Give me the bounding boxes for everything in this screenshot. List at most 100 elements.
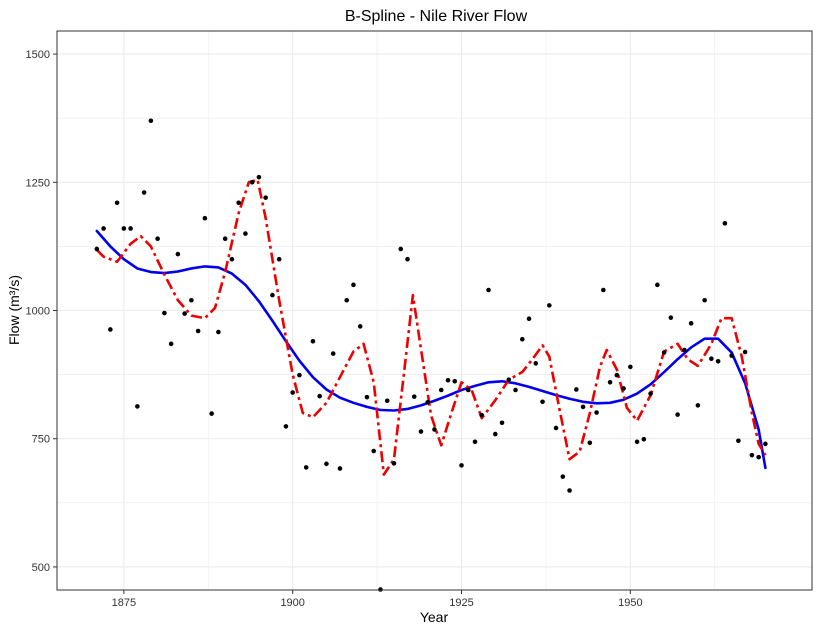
data-point-92 (715, 358, 721, 364)
x-tick-label-1: 1900 (280, 597, 304, 609)
data-point-15 (195, 328, 201, 334)
x-tick-label-2: 1925 (449, 597, 473, 609)
data-point-29 (290, 390, 295, 395)
data-point-77 (614, 372, 620, 378)
data-point-44 (391, 461, 397, 466)
data-point-68 (553, 425, 559, 431)
data-point-21 (236, 200, 241, 206)
data-point-56 (472, 439, 478, 445)
minor-grid (57, 31, 812, 590)
data-point-5 (128, 226, 133, 231)
blue-solid-spline (95, 229, 767, 470)
data-point-39 (357, 324, 363, 329)
data-point-12 (175, 251, 181, 257)
data-point-52 (445, 377, 451, 383)
data-point-90 (702, 297, 707, 303)
red-dashed-spline (95, 178, 767, 476)
data-point-0 (94, 246, 100, 252)
data-point-72 (580, 404, 586, 410)
data-point-48 (418, 429, 424, 434)
data-point-76 (607, 380, 613, 385)
chart-title: B-Spline - Nile River Flow (345, 8, 528, 25)
data-point-40 (364, 394, 370, 400)
data-point-86 (675, 412, 680, 417)
data-point-69 (560, 474, 566, 479)
x-axis: 1875 1900 1925 1950 (112, 590, 643, 609)
data-point-65 (533, 361, 539, 366)
data-point-50 (432, 427, 437, 432)
data-point-61 (506, 377, 512, 383)
data-point-75 (601, 287, 606, 293)
data-point-31 (303, 465, 309, 470)
data-point-88 (688, 321, 694, 326)
data-point-67 (547, 303, 552, 308)
data-point-62 (513, 387, 518, 393)
data-point-85 (668, 315, 674, 320)
data-point-8 (148, 118, 154, 124)
data-point-93 (722, 221, 728, 226)
data-point-84 (661, 350, 667, 355)
y-tick-label-1: 750 (32, 434, 50, 446)
data-point-34 (324, 461, 329, 467)
data-point-55 (465, 387, 471, 393)
data-point-70 (567, 488, 572, 493)
data-point-91 (709, 356, 714, 362)
data-point-53 (452, 378, 458, 384)
data-point-16 (202, 215, 208, 221)
data-point-20 (229, 256, 235, 262)
data-point-41 (371, 448, 377, 454)
data-point-28 (283, 424, 289, 429)
data-point-42 (378, 587, 383, 592)
data-point-47 (411, 394, 417, 399)
data-point-38 (351, 282, 356, 288)
data-point-2 (108, 327, 113, 332)
data-point-13 (182, 311, 187, 316)
data-point-74 (594, 410, 599, 415)
data-point-58 (486, 287, 491, 293)
data-point-81 (641, 436, 647, 442)
y-axis-title: Flow (m³/s) (6, 275, 22, 345)
data-point-18 (216, 329, 221, 335)
data-point-73 (587, 440, 593, 446)
data-point-10 (162, 310, 167, 316)
data-point-43 (384, 398, 390, 404)
y-tick-label-2: 1000 (26, 306, 50, 318)
data-point-87 (682, 347, 687, 353)
data-point-37 (344, 297, 350, 303)
data-point-71 (574, 387, 579, 392)
major-grid (57, 31, 812, 590)
data-point-26 (270, 292, 275, 298)
data-point-32 (310, 338, 316, 344)
data-point-25 (263, 195, 268, 200)
data-point-35 (330, 351, 336, 356)
x-tick-label-0: 1875 (112, 597, 136, 609)
data-point-94 (729, 353, 734, 358)
data-point-33 (317, 393, 323, 399)
data-point-83 (655, 282, 660, 288)
data-point-99 (763, 441, 768, 447)
data-point-63 (519, 336, 525, 342)
data-point-95 (736, 438, 741, 444)
data-point-7 (141, 190, 147, 195)
data-point-79 (628, 364, 633, 370)
data-point-6 (135, 404, 140, 409)
data-point-59 (492, 431, 498, 437)
data-point-22 (243, 231, 248, 236)
data-point-89 (695, 403, 701, 408)
data-point-49 (425, 400, 431, 405)
data-point-57 (479, 412, 485, 418)
data-point-60 (499, 420, 505, 426)
data-point-51 (438, 387, 444, 393)
data-point-45 (398, 246, 404, 252)
data-point-27 (276, 256, 282, 262)
data-point-4 (121, 226, 127, 231)
data-point-64 (526, 316, 532, 322)
data-point-36 (337, 466, 343, 471)
data-point-82 (648, 391, 653, 396)
data-point-23 (249, 179, 255, 185)
data-point-96 (742, 349, 748, 355)
data-point-54 (459, 463, 464, 468)
data-point-14 (189, 297, 194, 303)
data-point-80 (634, 439, 640, 445)
